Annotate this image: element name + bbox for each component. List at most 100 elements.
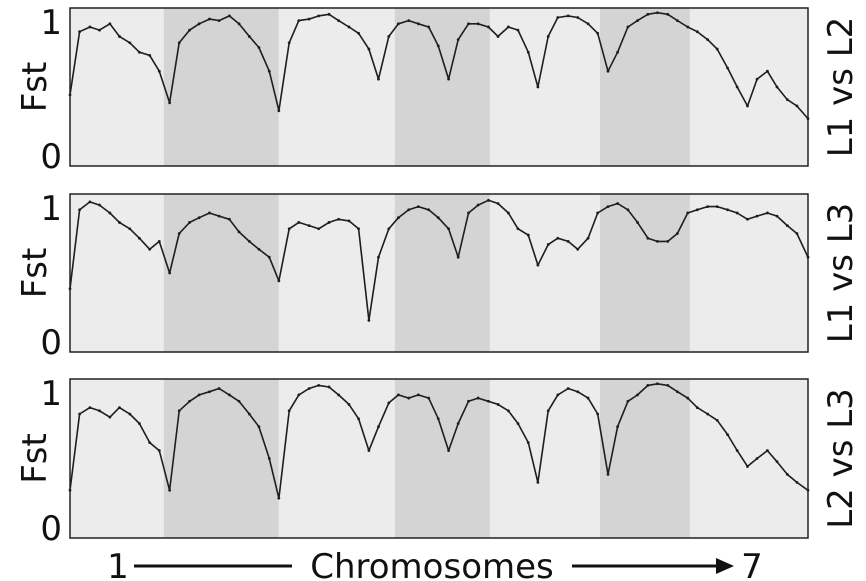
- chromosome-band-2: [163, 194, 279, 352]
- fst-data-point: [108, 22, 112, 26]
- fst-data-point: [447, 227, 450, 231]
- fst-data-point: [785, 224, 789, 228]
- fst-data-point: [706, 205, 710, 209]
- fst-data-point: [98, 28, 101, 32]
- fst-data-point: [78, 208, 81, 212]
- fst-data-point: [715, 418, 719, 422]
- fst-data-point: [666, 240, 670, 243]
- y-axis-label: Fst: [15, 62, 55, 113]
- fst-data-point: [735, 211, 739, 215]
- fst-data-point: [387, 401, 391, 405]
- fst-data-point: [775, 460, 779, 464]
- fst-data-point: [476, 396, 480, 400]
- chromosome-band-1: [70, 379, 164, 538]
- fst-data-point: [377, 77, 380, 81]
- x-end-label: 7: [741, 547, 763, 581]
- fst-data-point: [327, 221, 331, 224]
- fst-data-point: [456, 38, 460, 41]
- fst-data-point: [118, 406, 121, 410]
- fst-data-point: [755, 77, 759, 81]
- fst-data-point: [257, 247, 261, 251]
- fst-data-point: [616, 50, 619, 54]
- fst-data-point: [596, 31, 600, 35]
- fst-data-point: [297, 19, 301, 23]
- fst-data-point: [367, 319, 371, 322]
- fst-data-point: [88, 25, 92, 29]
- chromosome-band-7: [689, 194, 808, 352]
- fst-data-point: [416, 393, 420, 397]
- y-tick-label-min: 0: [40, 323, 62, 363]
- fst-data-point: [487, 198, 490, 202]
- fst-data-point: [735, 449, 739, 452]
- fst-data-point: [616, 202, 619, 205]
- fst-data-point: [526, 233, 530, 237]
- fst-data-point: [397, 22, 400, 26]
- fst-data-point: [586, 22, 590, 26]
- fst-data-point: [307, 224, 311, 228]
- fst-data-point: [726, 208, 729, 212]
- fst-data-point: [626, 208, 630, 212]
- chromosome-band-1: [70, 8, 164, 166]
- fst-data-point: [456, 255, 460, 259]
- chromosome-band-5: [489, 8, 600, 166]
- fst-data-point: [118, 221, 121, 224]
- fst-data-point: [636, 393, 639, 397]
- y-tick-label-max: 1: [40, 374, 62, 414]
- fst-data-point: [616, 425, 619, 429]
- fst-data-point: [367, 47, 371, 51]
- fst-data-point: [746, 104, 749, 108]
- fst-data-point: [755, 457, 759, 460]
- fst-data-point: [675, 19, 679, 23]
- fst-data-point: [556, 393, 560, 397]
- chromosome-band-7: [689, 8, 808, 166]
- fst-data-point: [416, 22, 420, 26]
- fst-data-point: [626, 25, 630, 29]
- fst-data-point: [137, 422, 141, 425]
- fst-data-point: [297, 221, 301, 224]
- fst-data-point: [586, 236, 590, 240]
- fst-data-point: [436, 216, 440, 220]
- fst-data-point: [506, 211, 510, 215]
- fst-data-point: [706, 412, 710, 416]
- chromosome-band-5: [489, 379, 600, 538]
- fst-data-point: [516, 422, 520, 425]
- fst-data-point: [347, 219, 351, 223]
- fst-data-point: [168, 101, 172, 105]
- fst-data-point: [726, 433, 729, 437]
- fst-data-point: [78, 412, 81, 416]
- fst-data-point: [695, 208, 699, 212]
- chromosome-band-3: [278, 194, 395, 352]
- fst-data-point: [686, 211, 690, 215]
- fst-data-point: [137, 50, 141, 54]
- fst-data-point: [168, 488, 172, 492]
- fst-data-point: [706, 38, 710, 41]
- fst-data-point: [746, 465, 749, 468]
- fst-data-point: [387, 35, 391, 38]
- fst-data-point: [337, 19, 341, 23]
- fst-data-point: [267, 457, 271, 460]
- fst-data-point: [675, 232, 679, 235]
- fst-data-point: [257, 46, 261, 49]
- fst-data-point: [467, 211, 470, 215]
- fst-data-point: [526, 441, 530, 444]
- fst-data-point: [427, 25, 431, 29]
- fst-data-point: [516, 28, 520, 32]
- fst-data-point: [247, 35, 251, 38]
- fst-data-point: [596, 412, 600, 416]
- fst-data-point: [397, 393, 400, 397]
- fst-data-point: [646, 12, 650, 16]
- fst-data-point: [188, 221, 191, 224]
- fst-data-point: [755, 214, 759, 218]
- fst-data-point: [536, 263, 540, 267]
- fst-data-point: [197, 393, 201, 397]
- fst-data-point: [157, 69, 161, 73]
- fst-data-point: [646, 383, 650, 387]
- fst-data-point: [317, 227, 321, 231]
- fst-data-point: [487, 25, 490, 29]
- fst-data-point: [317, 14, 321, 18]
- fst-data-point: [795, 232, 799, 235]
- fst-data-point: [467, 22, 470, 26]
- fst-data-point: [257, 425, 261, 429]
- fst-data-point: [695, 30, 699, 34]
- y-axis-label: Fst: [15, 433, 55, 484]
